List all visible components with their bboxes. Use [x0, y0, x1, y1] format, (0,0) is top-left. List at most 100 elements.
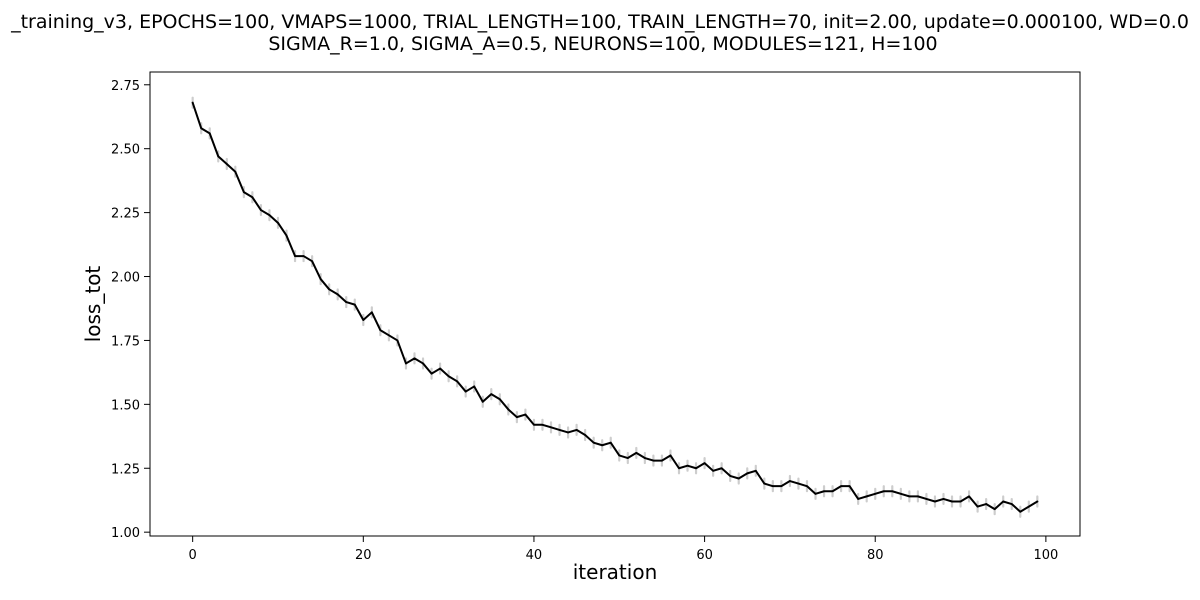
plot-area — [149, 71, 1081, 537]
data-point — [1010, 503, 1013, 505]
y-tick-label: 1.00 — [111, 526, 140, 541]
data-point — [780, 485, 783, 487]
data-point — [900, 493, 902, 495]
data-point — [754, 470, 757, 472]
data-point — [464, 390, 467, 393]
data-point — [951, 500, 953, 503]
data-point — [1002, 500, 1005, 503]
data-point — [507, 408, 510, 411]
data-point — [251, 196, 254, 199]
data-point — [644, 457, 646, 459]
data-point — [985, 503, 987, 505]
data-point — [857, 498, 859, 500]
data-point — [703, 462, 706, 464]
data-point — [917, 495, 919, 498]
data-point — [1028, 505, 1030, 508]
data-point — [234, 170, 237, 173]
chart-title: _training_v3, EPOCHS=100, VMAPS=1000, TR… — [10, 11, 1189, 33]
data-point — [712, 470, 714, 472]
data-point — [882, 490, 885, 493]
data-point — [925, 498, 928, 500]
data-point — [268, 214, 271, 216]
data-point — [652, 459, 655, 462]
data-point — [635, 452, 638, 454]
data-point — [413, 357, 416, 360]
data-point — [285, 234, 288, 237]
data-point — [430, 372, 433, 375]
y-tick-label: 2.75 — [111, 79, 140, 94]
data-point — [746, 472, 749, 475]
data-point — [550, 426, 552, 429]
data-point — [575, 429, 578, 431]
data-point — [993, 508, 996, 510]
data-point — [814, 493, 817, 495]
y-tick-label: 1.25 — [111, 462, 140, 477]
data-point — [618, 454, 621, 457]
data-point — [661, 459, 663, 462]
data-point — [302, 255, 305, 257]
data-point — [481, 400, 484, 403]
data-point — [695, 467, 697, 470]
data-point — [686, 464, 689, 467]
data-point — [942, 498, 945, 500]
y-axis-label: loss_tot — [81, 266, 105, 343]
x-axis-label: iteration — [573, 560, 658, 584]
data-point — [516, 416, 518, 418]
data-point — [1036, 500, 1039, 503]
x-tick-label: 80 — [867, 548, 884, 563]
data-point — [533, 423, 535, 426]
data-point — [865, 495, 868, 498]
data-point — [447, 375, 450, 378]
data-point — [388, 334, 390, 337]
data-point — [362, 319, 365, 321]
data-point — [908, 495, 911, 498]
x-tick-label: 0 — [189, 548, 197, 563]
x-tick-label: 20 — [355, 548, 372, 563]
y-axis-ticks: 1.00 1.25 1.50 1.75 2.00 2.25 2.50 2.75 — [111, 79, 150, 541]
data-point — [225, 163, 228, 165]
data-point — [592, 441, 595, 444]
data-point — [584, 434, 586, 436]
data-point — [379, 329, 382, 332]
data-point — [311, 260, 313, 262]
data-point — [439, 367, 441, 370]
data-point — [669, 454, 672, 457]
x-tick-label: 40 — [526, 548, 543, 563]
data-point — [336, 293, 339, 296]
data-point — [371, 311, 373, 314]
data-point — [934, 500, 936, 503]
data-point — [729, 475, 731, 477]
data-point — [968, 495, 970, 498]
data-point — [840, 485, 842, 487]
data-point — [772, 485, 774, 487]
data-point — [959, 500, 962, 503]
data-point — [891, 490, 894, 493]
data-point — [405, 362, 407, 365]
data-point — [499, 398, 501, 401]
data-point — [200, 127, 202, 130]
x-axis-ticks: 0 20 40 60 80 100 — [189, 536, 1058, 563]
data-point — [626, 457, 629, 459]
data-point — [737, 477, 740, 480]
data-point — [976, 505, 979, 508]
data-point — [823, 490, 825, 493]
data-point — [208, 132, 211, 135]
data-point — [490, 393, 493, 395]
data-point — [328, 288, 330, 291]
data-point — [797, 482, 800, 485]
data-point — [831, 490, 834, 493]
data-point — [678, 467, 680, 470]
data-point — [789, 480, 791, 482]
data-point — [456, 380, 458, 383]
data-point — [601, 444, 604, 447]
data-point — [567, 431, 569, 434]
x-tick-label: 60 — [696, 548, 713, 563]
data-point — [217, 155, 220, 158]
data-point — [874, 493, 877, 495]
data-point — [806, 485, 808, 487]
data-point — [294, 255, 296, 257]
y-tick-label: 1.75 — [111, 334, 140, 349]
data-point — [1019, 510, 1022, 513]
data-point — [422, 362, 424, 365]
